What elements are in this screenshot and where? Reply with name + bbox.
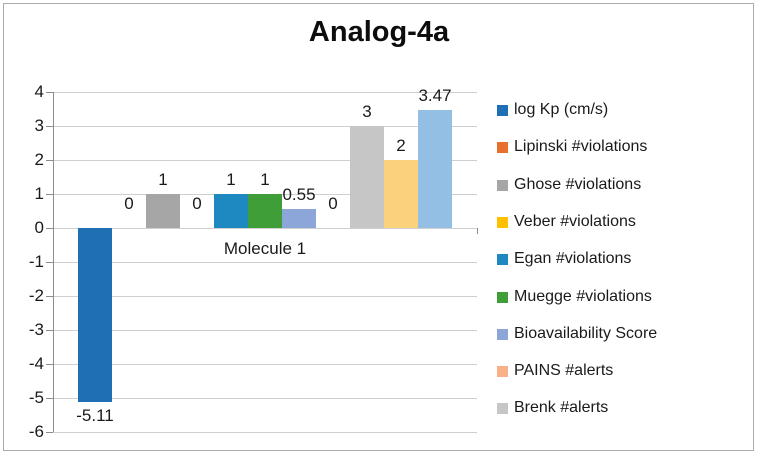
bar-log-kp-cm-s (78, 228, 112, 402)
gridline (53, 364, 477, 365)
bar-muegge-violations (248, 194, 282, 228)
y-tick-label: -3 (28, 320, 44, 339)
legend-label: Bioavailability Score (514, 325, 658, 342)
legend-swatch-brenk-alerts (497, 402, 508, 414)
y-tick-label: 1 (34, 184, 44, 203)
gridline (53, 126, 477, 127)
y-tick-label: 0 (34, 218, 44, 237)
gridline (53, 160, 477, 161)
legend-label: Ghose #violations (514, 176, 642, 193)
bar-series-11 (418, 110, 452, 228)
bar-value-label-series-11: 3.47 (418, 86, 452, 106)
y-tick-label: -6 (28, 422, 44, 441)
y-axis-tick (46, 262, 53, 263)
y-tick-label: 2 (34, 150, 44, 169)
y-axis-tick (46, 296, 53, 297)
bar-value-label-muegge-violations: 1 (260, 170, 270, 189)
chart-border (3, 3, 754, 451)
legend-label: Lipinski #violations (514, 138, 648, 155)
bar-value-label-series-10: 2 (396, 136, 406, 155)
gridline (53, 398, 477, 399)
bar-brenk-alerts (350, 126, 384, 228)
y-tick-label: -4 (28, 354, 44, 373)
bar-ghose-violations (146, 194, 180, 228)
y-axis-line (53, 92, 54, 432)
legend-swatch-muegge-violations (497, 291, 508, 303)
legend-item-log-kp-cm-s: log Kp (cm/s) (497, 100, 608, 120)
y-axis-tick (46, 330, 53, 331)
legend-swatch-veber-violations (497, 216, 508, 228)
category-axis-tick (53, 228, 54, 234)
y-tick-label: 3 (34, 116, 44, 135)
bar-value-label-bioavailability-score: 0.55 (282, 185, 316, 205)
bar-value-label-egan-violations: 1 (226, 170, 236, 189)
chart-title: Analog-4a (308, 16, 450, 48)
gridline (53, 228, 477, 229)
bar-egan-violations (214, 194, 248, 228)
legend-item-brenk-alerts: Brenk #alerts (497, 398, 608, 418)
bar-value-label-pains-alerts: 0 (328, 194, 338, 213)
y-axis-tick (46, 194, 53, 195)
legend-label: Brenk #alerts (514, 399, 609, 416)
legend-swatch-bioavailability-score (497, 328, 508, 340)
legend-label: PAINS #alerts (514, 362, 614, 379)
y-axis-tick (46, 92, 53, 93)
category-axis-tick (477, 228, 478, 234)
bar-value-label-log-kp-cm-s: -5.11 (76, 405, 114, 425)
y-tick-label: 4 (34, 82, 44, 101)
legend-label: Egan #violations (514, 250, 632, 267)
legend-item-bioavailability-score: Bioavailability Score (497, 324, 657, 344)
gridline (53, 296, 477, 297)
y-tick-label: -5 (28, 388, 44, 407)
legend-item-pains-alerts: PAINS #alerts (497, 361, 613, 381)
legend-item-lipinski-violations: Lipinski #violations (497, 137, 647, 157)
y-tick-label: -2 (28, 286, 44, 305)
legend-item-veber-violations: Veber #violations (497, 212, 636, 232)
legend-swatch-ghose-violations (497, 179, 508, 191)
bar-value-label-brenk-alerts: 3 (362, 102, 372, 121)
y-tick-label: -1 (28, 252, 44, 271)
bar-value-label-ghose-violations: 1 (158, 170, 168, 189)
legend-item-egan-violations: Egan #violations (497, 249, 631, 269)
legend-item-muegge-violations: Muegge #violations (497, 287, 652, 307)
legend-label: Muegge #violations (514, 288, 652, 305)
legend-swatch-egan-violations (497, 253, 508, 265)
y-axis-tick (46, 160, 53, 161)
legend-label: log Kp (cm/s) (514, 101, 609, 118)
gridline (53, 92, 477, 93)
legend-label: Veber #violations (514, 213, 636, 230)
bar-bioavailability-score (282, 209, 316, 228)
bar-value-label-veber-violations: 0 (192, 194, 202, 213)
gridline (53, 262, 477, 263)
y-axis-tick (46, 228, 53, 229)
legend-swatch-log-kp-cm-s (497, 104, 508, 116)
y-axis-tick (46, 126, 53, 127)
bar-value-label-lipinski-violations: 0 (124, 194, 134, 213)
gridline (53, 432, 477, 433)
legend-item-ghose-violations: Ghose #violations (497, 175, 641, 195)
legend-swatch-pains-alerts (497, 365, 508, 377)
legend-swatch-lipinski-violations (497, 141, 508, 153)
gridline (53, 330, 477, 331)
y-axis-tick (46, 364, 53, 365)
y-axis-tick (46, 398, 53, 399)
y-axis-tick (46, 432, 53, 433)
category-axis-label: Molecule 1 (223, 239, 307, 258)
bar-series-10 (384, 160, 418, 228)
